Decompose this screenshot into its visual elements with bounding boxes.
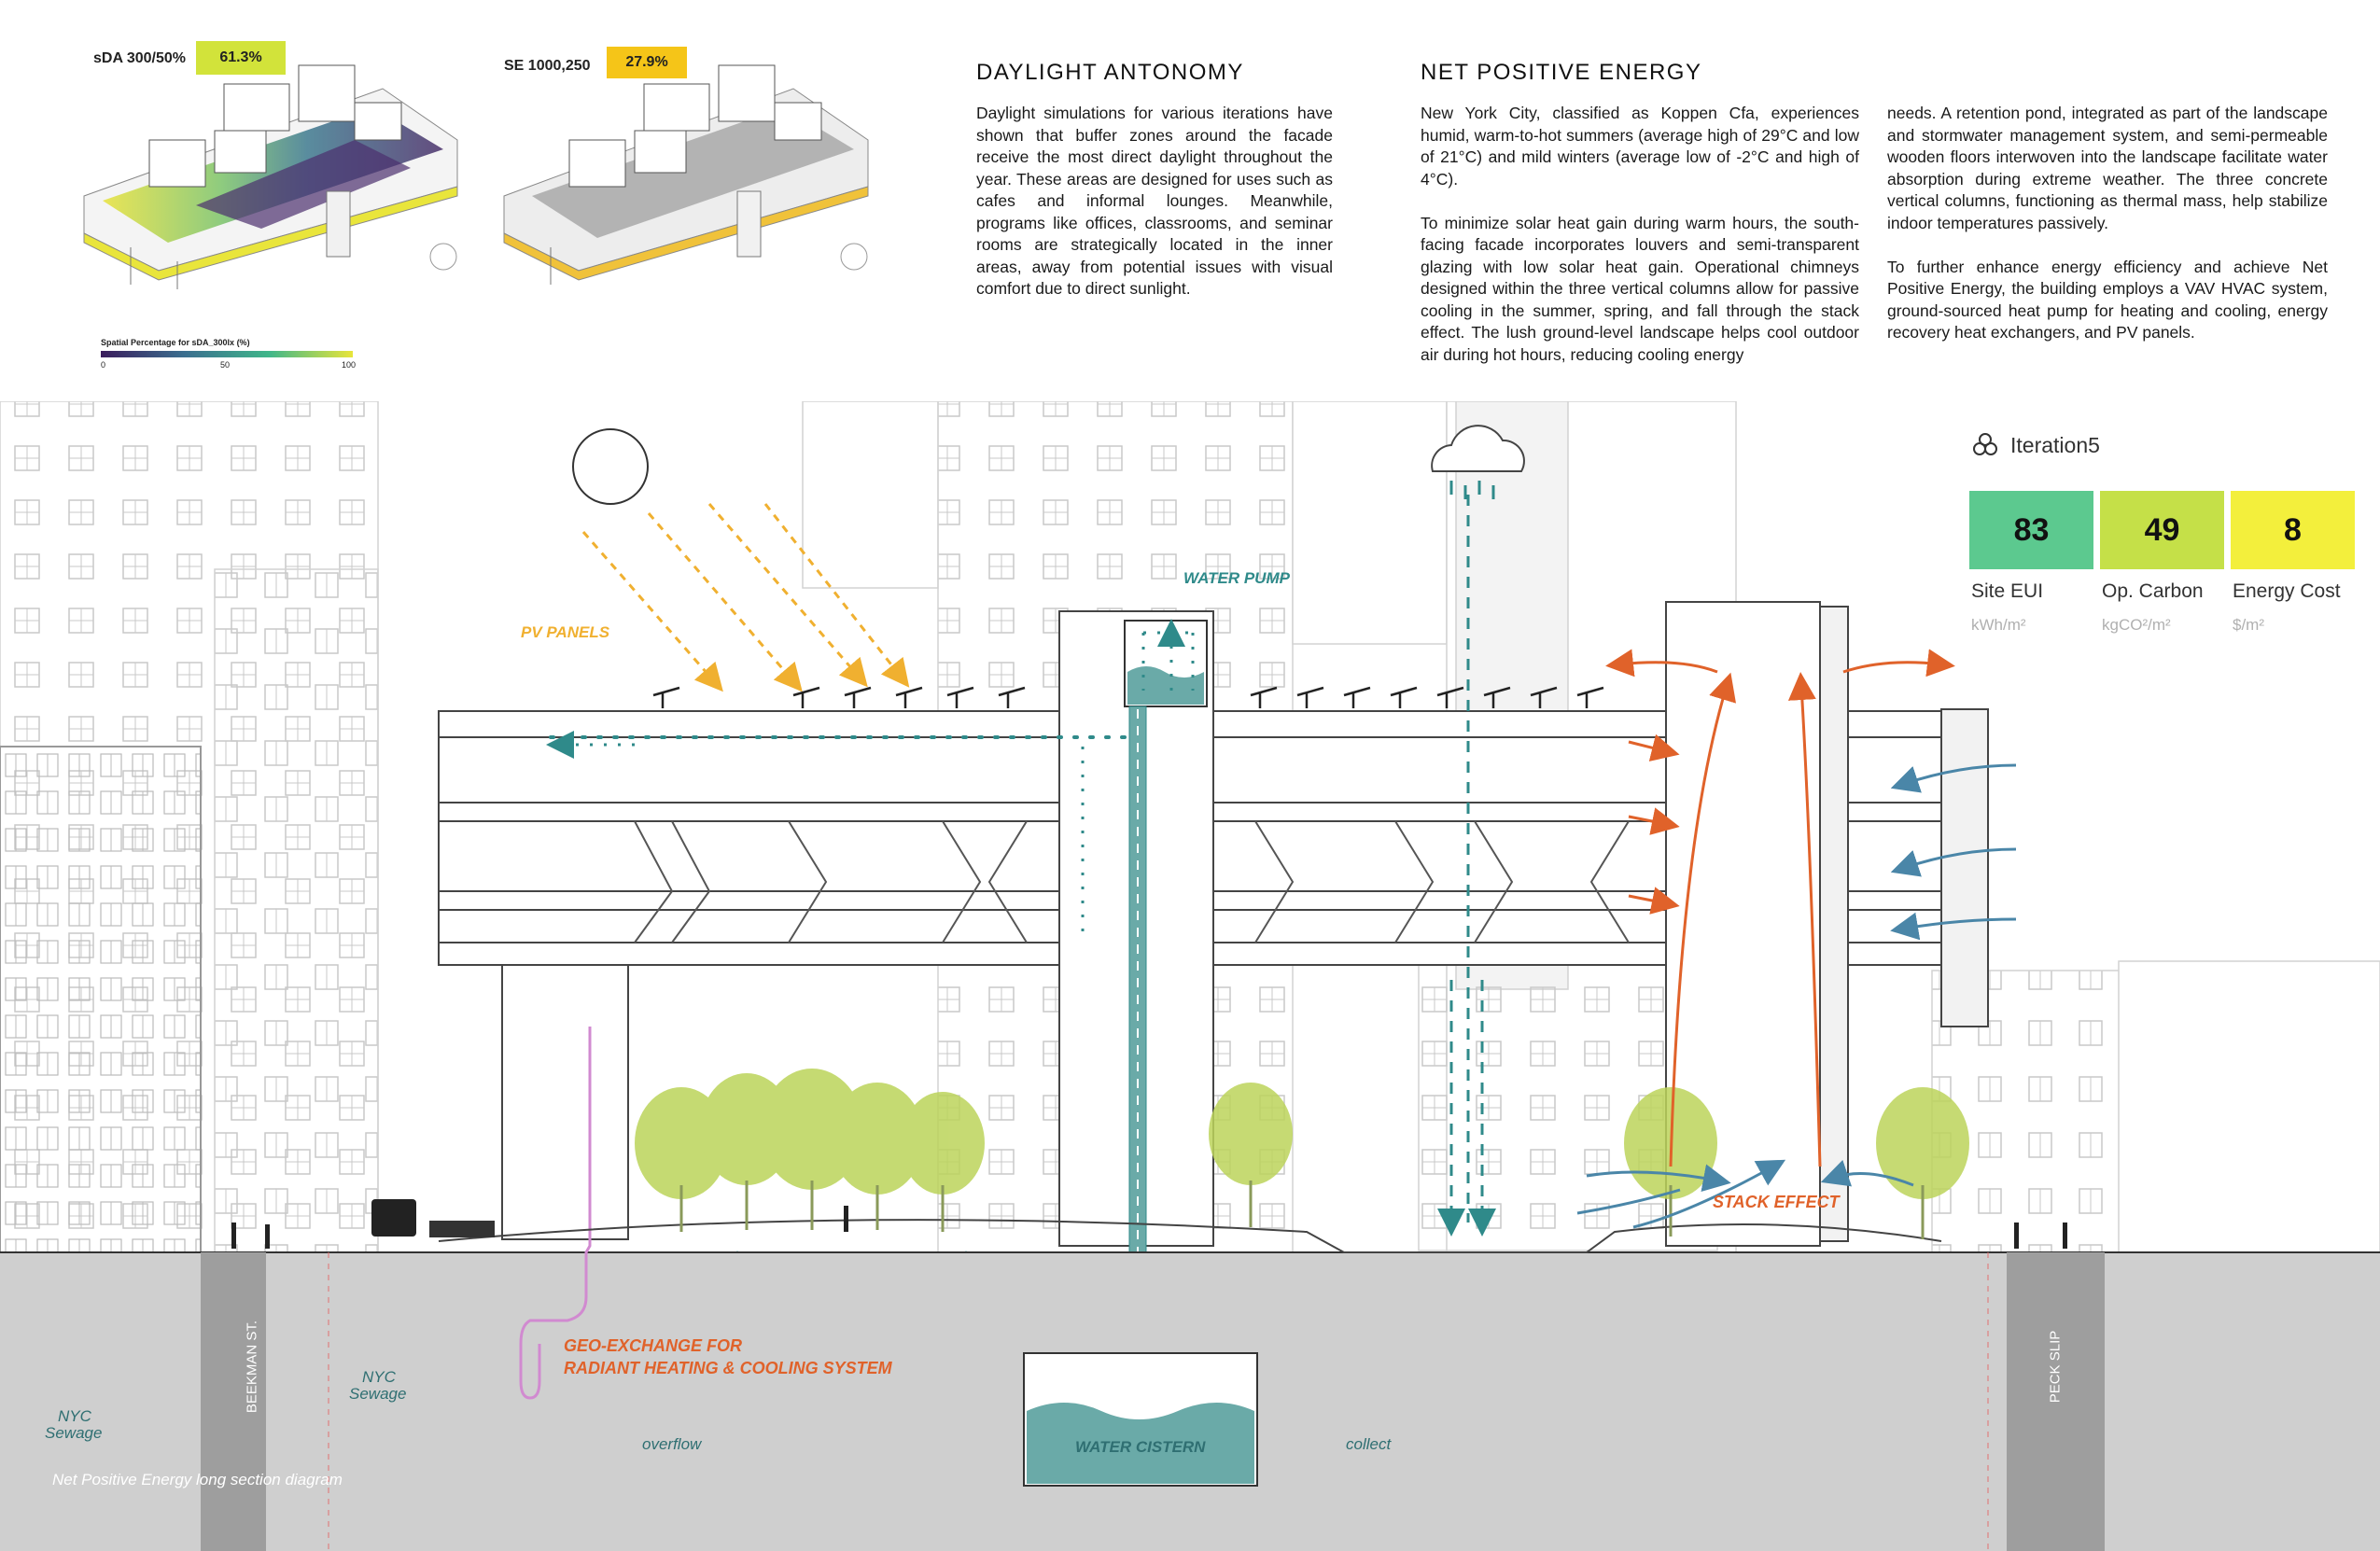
- nyc-sewage-mid-1: NYC: [362, 1368, 396, 1386]
- beekman-street: [201, 1252, 266, 1551]
- energy-cost-unit: $/m²: [2233, 616, 2264, 634]
- sda-legend-tick-50: 50: [220, 360, 231, 370]
- water-cistern-label: WATER CISTERN: [1075, 1438, 1206, 1456]
- pv-panels-label: PV PANELS: [521, 623, 610, 641]
- stack-effect-label: STACK EFFECT: [1713, 1193, 1840, 1211]
- nyc-sewage-left-1: NYC: [58, 1407, 91, 1425]
- geo-exchange-pipe: [519, 1027, 592, 1400]
- long-section-diagram: [0, 401, 2380, 1551]
- se-label: SE 1000,250: [504, 58, 591, 74]
- water-pump-tank: [1124, 620, 1208, 707]
- water-pump-label: WATER PUMP: [1183, 569, 1290, 587]
- energy-cost-value: 8: [2231, 491, 2355, 569]
- energy-title: NET POSITIVE ENERGY: [1421, 60, 1702, 85]
- op-carbon-label: Op. Carbon: [2102, 580, 2204, 602]
- iteration-logo-icon: [1973, 433, 1997, 455]
- heat-arrows: [1605, 649, 1955, 1167]
- sda-legend-tick-100: 100: [342, 360, 357, 370]
- peck-slip-label: PECK SLIP: [2047, 1330, 2064, 1404]
- site-eui-label: Site EUI: [1971, 580, 2044, 602]
- sda-legend-bar: [101, 351, 353, 357]
- daylight-body: Daylight simulations for various iterati…: [976, 104, 1333, 298]
- geo-exchange-label-1: GEO-EXCHANGE FOR: [564, 1336, 743, 1355]
- energy-body-col1: New York City, classified as Koppen Cfa,…: [1421, 104, 1859, 364]
- site-eui-value: 83: [1969, 491, 2093, 569]
- rain-drops: [1449, 481, 1495, 499]
- sda-legend: Spatial Percentage for sDA_300lx (%) 0 5…: [101, 338, 357, 370]
- cool-air-arrows: [1576, 763, 2017, 1229]
- truss: [634, 820, 1630, 943]
- geo-exchange-label-2: RADIANT HEATING & COOLING SYSTEM: [564, 1359, 892, 1377]
- op-carbon-unit: kgCO²/m²: [2102, 616, 2171, 634]
- water-cistern: [1023, 1352, 1258, 1487]
- nyc-sewage-mid-2: Sewage: [349, 1385, 407, 1403]
- sda-label: sDA 300/50%: [93, 50, 187, 66]
- collect-label: collect: [1346, 1435, 1392, 1453]
- diagram-caption: Net Positive Energy long section diagram: [52, 1471, 343, 1488]
- people: [231, 1206, 2067, 1249]
- cloud-icon: [1431, 425, 1525, 472]
- beekman-street-label: BEEKMAN ST.: [244, 1320, 260, 1414]
- energy-cost-label: Energy Cost: [2233, 580, 2341, 602]
- landscape-ground: [438, 1219, 1942, 1253]
- energy-body-col2: needs. A retention pond, integrated as p…: [1887, 104, 2328, 342]
- sun-icon: [572, 428, 649, 505]
- site-eui-unit: kWh/m²: [1971, 616, 2026, 634]
- nyc-sewage-left-2: Sewage: [45, 1424, 103, 1442]
- sda-legend-tick-0: 0: [101, 360, 106, 370]
- se-render: [503, 64, 869, 285]
- pv-panels: [652, 686, 1604, 708]
- se-value-badge: 27.9%: [607, 47, 687, 78]
- sda-legend-title: Spatial Percentage for sDA_300lx (%): [101, 338, 250, 347]
- peck-street: [2007, 1252, 2105, 1551]
- iteration-name: Iteration5: [2010, 433, 2100, 457]
- daylight-title: DAYLIGHT ANTONOMY: [976, 60, 1244, 85]
- left-building: [0, 746, 202, 1256]
- sun-rays: [581, 503, 910, 692]
- overflow-label: overflow: [642, 1435, 702, 1453]
- sda-render: [83, 64, 458, 289]
- op-carbon-value: 49: [2100, 491, 2224, 569]
- sda-value-badge: 61.3%: [196, 41, 286, 75]
- vehicle: [371, 1199, 495, 1237]
